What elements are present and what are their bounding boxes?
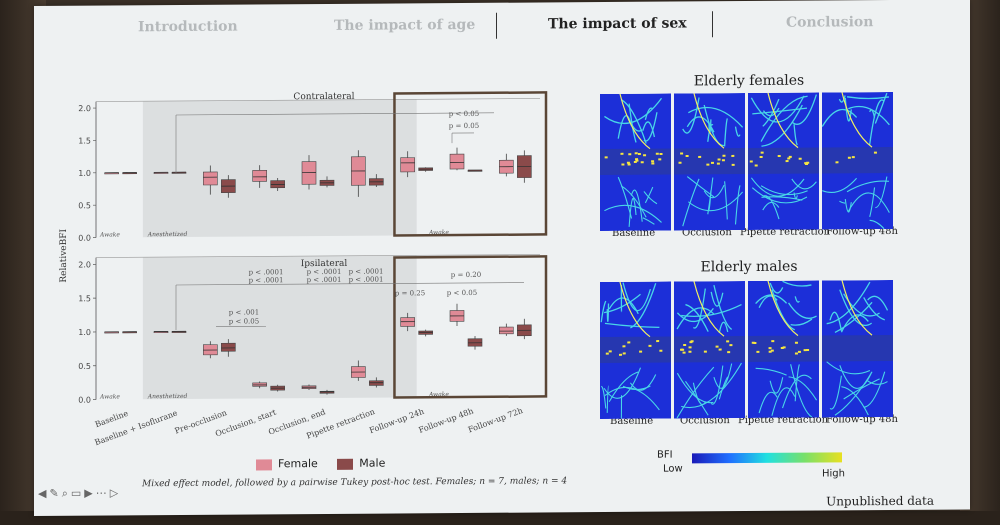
annotation: p < .0001 <box>307 268 342 276</box>
elderly-females-title: Elderly females <box>693 72 805 90</box>
legend-female: Female <box>256 457 318 470</box>
phase-label: Awake <box>428 229 449 236</box>
female-box <box>449 153 465 170</box>
female-box <box>252 170 267 182</box>
female-bfi-map-2 <box>674 93 745 231</box>
y-tick-label: 1.0 <box>78 328 91 337</box>
male-bfi-map-1 <box>600 281 671 420</box>
panel-top-line <box>96 254 540 258</box>
bfi-colorbar <box>692 452 842 464</box>
more-icon[interactable]: ⋯ <box>95 486 110 500</box>
x-tick-label: Follow-up 72h <box>467 406 524 435</box>
zoom-icon[interactable]: ⌕ <box>61 486 71 500</box>
back-icon[interactable]: ◀ <box>38 486 50 500</box>
y-tick-label: 0.5 <box>78 201 91 210</box>
nav-separator <box>712 11 713 38</box>
nav-conclusion[interactable]: Conclusion <box>786 14 874 31</box>
phase-label: Awake <box>99 393 120 400</box>
annotation: p < .0001 <box>349 268 384 276</box>
female-box <box>499 326 514 335</box>
male-bfi-map-4 <box>822 280 893 418</box>
female-bfi-map-1 <box>600 93 671 232</box>
male-bfi-map-2 <box>674 281 745 419</box>
panel-title-1: Ipsilateral <box>301 259 348 269</box>
room-floor <box>0 511 1000 525</box>
legend-male-label: Male <box>359 456 386 470</box>
chart-legend: Female Male <box>256 456 401 470</box>
x-tick-label: Baseline + Isoflurane <box>94 408 179 447</box>
y-tick-label: 2.0 <box>78 260 91 269</box>
y-axis-label: RelativeBFI <box>59 228 69 282</box>
phase-label: Awake <box>99 231 120 238</box>
annotation: p = 0.20 <box>451 271 481 279</box>
annotation: p < 0.05 <box>447 289 477 297</box>
video-icon[interactable]: ▶ <box>84 486 96 500</box>
legend-female-label: Female <box>278 457 318 471</box>
annotation: p < .0001 <box>349 276 384 284</box>
y-tick-label: 0.0 <box>78 234 91 243</box>
unpublished-note: Unpublished data <box>826 493 934 509</box>
statistics-caption: Mixed effect model, followed by a pairwi… <box>142 476 568 490</box>
y-tick-label: 0.0 <box>78 396 91 405</box>
bracket-line <box>176 282 524 286</box>
female-bfi-map-3 <box>748 92 819 231</box>
followup-highlight-box <box>393 91 548 237</box>
y-tick-label: 1.5 <box>78 294 91 303</box>
male-box <box>221 342 236 352</box>
annotation: p < 0.05 <box>449 110 479 118</box>
bfi-label: BFI <box>657 449 673 461</box>
female-bfi-map-4 <box>822 92 893 230</box>
x-tick-label: Follow-up 24h <box>368 407 425 436</box>
elderly-males-title: Elderly males <box>700 258 798 276</box>
y-tick-label: 1.0 <box>78 169 91 178</box>
next-icon[interactable]: ▷ <box>109 486 122 500</box>
bfi-low-label: Low <box>663 463 683 475</box>
y-tick-label: 0.5 <box>78 362 91 371</box>
pen-icon[interactable]: ✎ <box>49 486 62 500</box>
x-tick-label: Follow-up 48h <box>418 406 475 435</box>
y-tick-label: 2.0 <box>78 104 91 113</box>
annotation: p = 0.05 <box>449 122 479 130</box>
y-tick-label: 1.5 <box>78 136 91 145</box>
annotation: p < .001 <box>229 308 259 316</box>
legend-female-swatch <box>256 458 272 470</box>
annotation: p < .0001 <box>307 276 342 284</box>
anesthetized-shading <box>142 255 417 400</box>
annotation: p < 0.05 <box>229 317 259 325</box>
annotation: p < .0001 <box>249 268 284 276</box>
phase-label: Anesthetized <box>147 393 188 400</box>
x-tick-label: Baseline <box>94 409 130 430</box>
panel-top-line <box>96 98 540 102</box>
phase-label: Anesthetized <box>147 231 188 238</box>
phase-label: Awake <box>428 391 449 398</box>
captions-icon[interactable]: ▭ <box>70 486 85 500</box>
bracket-line <box>176 112 494 116</box>
bfi-high-label: High <box>822 468 845 480</box>
female-box <box>400 157 415 173</box>
anesthetized-shading <box>142 99 417 238</box>
followup-highlight-box <box>393 255 548 399</box>
annotation: p = 0.25 <box>395 289 425 297</box>
box-plot-chart: RelativeBFI 0.0 0.5 1.0 1.5 2.0 Contralateral A… <box>59 91 548 447</box>
annotation: p < .0001 <box>249 276 284 284</box>
presenter-toolbar: ◀✎⌕▭▶⋯▷ <box>38 486 121 501</box>
legend-male-swatch <box>337 458 354 470</box>
male-bfi-map-3 <box>748 280 819 419</box>
female-box <box>203 171 218 186</box>
panel-title-0: Contralateral <box>293 92 354 102</box>
presentation-slide: Introduction The impact of age The impac… <box>34 0 970 516</box>
legend-male: Male <box>337 457 385 470</box>
